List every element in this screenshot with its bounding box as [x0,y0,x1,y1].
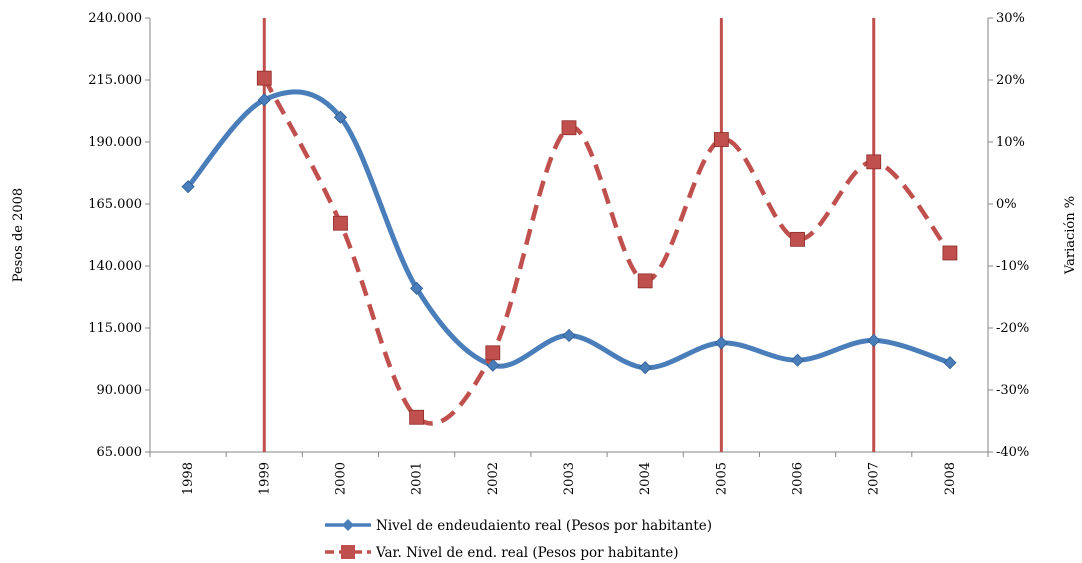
x-tick-label: 1999 [257,462,272,495]
tick-labels: 65.000 90.000 115.000 140.000 165.000 190.000… [88,11,1029,495]
data-point [562,328,576,343]
y2-tick-label: 0% [996,197,1017,212]
data-point [181,180,195,194]
data-point [485,345,501,361]
legend-item-series-2: Var. Nivel de end. real (Pesos por habit… [325,545,678,561]
vertical-markers [262,18,876,452]
x-tick-label: 2005 [714,462,729,495]
data-point [410,281,424,295]
legend-label-series-1: Nivel de endeudaiento real (Pesos por ha… [376,518,712,534]
data-point [714,336,728,350]
y2-tick-label: -10% [996,259,1029,274]
x-tick-label: 2001 [410,462,425,495]
x-tick-label: 2008 [943,462,958,495]
data-point [333,110,348,124]
axes [145,17,993,457]
x-tick-label: 2002 [486,462,501,495]
data-point [942,245,958,261]
y-tick-label: 90.000 [97,383,143,398]
data-point [257,93,271,107]
series-layer [181,70,958,426]
y2-tick-label: 30% [996,11,1025,26]
data-point [637,273,653,289]
data-point [713,132,729,147]
y-tick-label: 140.000 [88,259,142,274]
y-tick-label: 215.000 [88,73,142,88]
y-tick-label: 65.000 [97,445,143,460]
y-tick-label: 115.000 [88,321,142,336]
y2-axis-title: Variación % [1063,196,1078,275]
x-tick-label: 2007 [867,462,882,495]
legend-item-series-1: Nivel de endeudaiento real (Pesos por ha… [325,518,712,534]
data-point [561,120,577,136]
data-point [333,215,348,231]
data-point [790,231,805,247]
y2-tick-label: -20% [996,321,1029,336]
x-tick-label: 2000 [333,462,348,495]
y2-tick-label: -30% [996,383,1029,398]
data-point [867,333,881,347]
y2-tick-label: 20% [996,73,1025,88]
data-point [256,70,272,86]
y-tick-label: 165.000 [88,197,142,212]
legend-label-series-2: Var. Nivel de end. real (Pesos por habit… [375,545,678,561]
data-point [866,154,882,170]
series-1-line [186,89,951,371]
y-tick-label: 240.000 [88,11,142,26]
series-2 [256,70,958,426]
series-1 [181,89,957,375]
x-tick-label: 2003 [562,462,577,495]
y2-tick-label: -40% [996,445,1029,460]
y2-tick-label: 10% [996,135,1025,150]
data-point [790,353,805,367]
y-axis-title: Pesos de 2008 [11,188,26,282]
series-2-line [262,77,952,426]
data-point [409,409,425,425]
x-tick-label: 1998 [181,462,196,495]
x-tick-label: 2006 [791,462,806,495]
data-point [638,361,652,375]
data-point [943,356,957,370]
legend: Nivel de endeudaiento real (Pesos por ha… [325,518,712,561]
y-tick-label: 190.000 [88,135,142,150]
x-tick-label: 2004 [638,462,653,495]
